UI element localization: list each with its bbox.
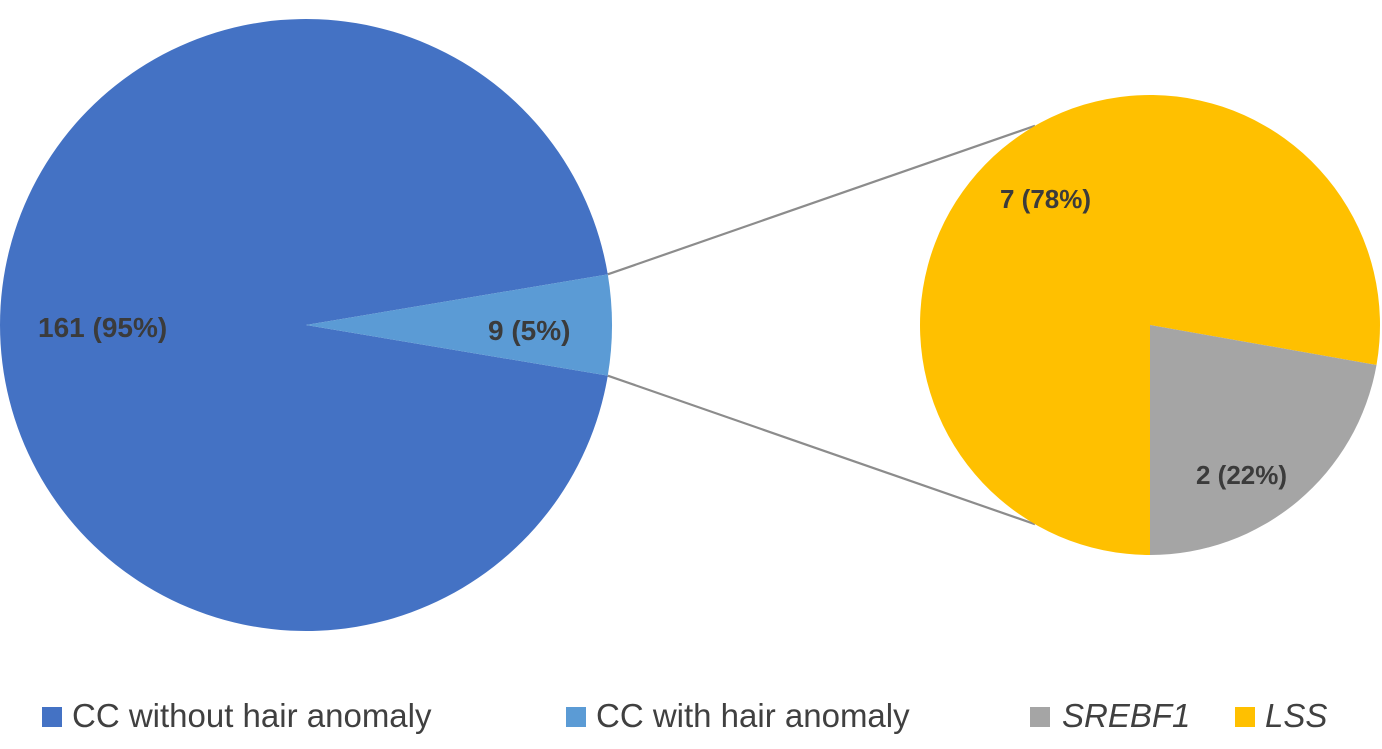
label-srebf1: 2 (22%) <box>1196 460 1287 490</box>
slice-cc-with-hair-anomaly <box>306 274 612 376</box>
main-pie <box>0 19 612 632</box>
label-lss: 7 (78%) <box>1000 184 1091 214</box>
legend-swatch-cc-without-hair-anomaly <box>42 707 62 727</box>
legend-swatch-cc-with-hair-anomaly <box>566 707 586 727</box>
legend-swatch-lss <box>1235 707 1255 727</box>
connector-lines <box>607 124 1036 526</box>
slice-cc-without-hair-anomaly <box>0 19 608 632</box>
label-cc-with-hair-anomaly: 9 (5%) <box>488 315 570 346</box>
label-cc-without-hair-anomaly: 161 (95%) <box>38 312 167 343</box>
slice-srebf1 <box>1150 325 1377 555</box>
legend: CC without hair anomaly CC with hair anom… <box>42 697 1327 734</box>
connector-line-top <box>607 124 1036 276</box>
connector-line-bottom <box>607 374 1036 526</box>
secondary-pie <box>920 94 1380 555</box>
legend-swatch-srebf1 <box>1030 707 1050 727</box>
legend-label-srebf1: SREBF1 <box>1062 697 1190 734</box>
slice-lss <box>920 94 1380 555</box>
legend-label-cc-with-hair-anomaly: CC with hair anomaly <box>596 697 910 734</box>
legend-label-cc-without-hair-anomaly: CC without hair anomaly <box>72 697 432 734</box>
slice-labels: 161 (95%) 9 (5%) 7 (78%) 2 (22%) <box>38 184 1287 490</box>
legend-label-lss: LSS <box>1265 697 1327 734</box>
